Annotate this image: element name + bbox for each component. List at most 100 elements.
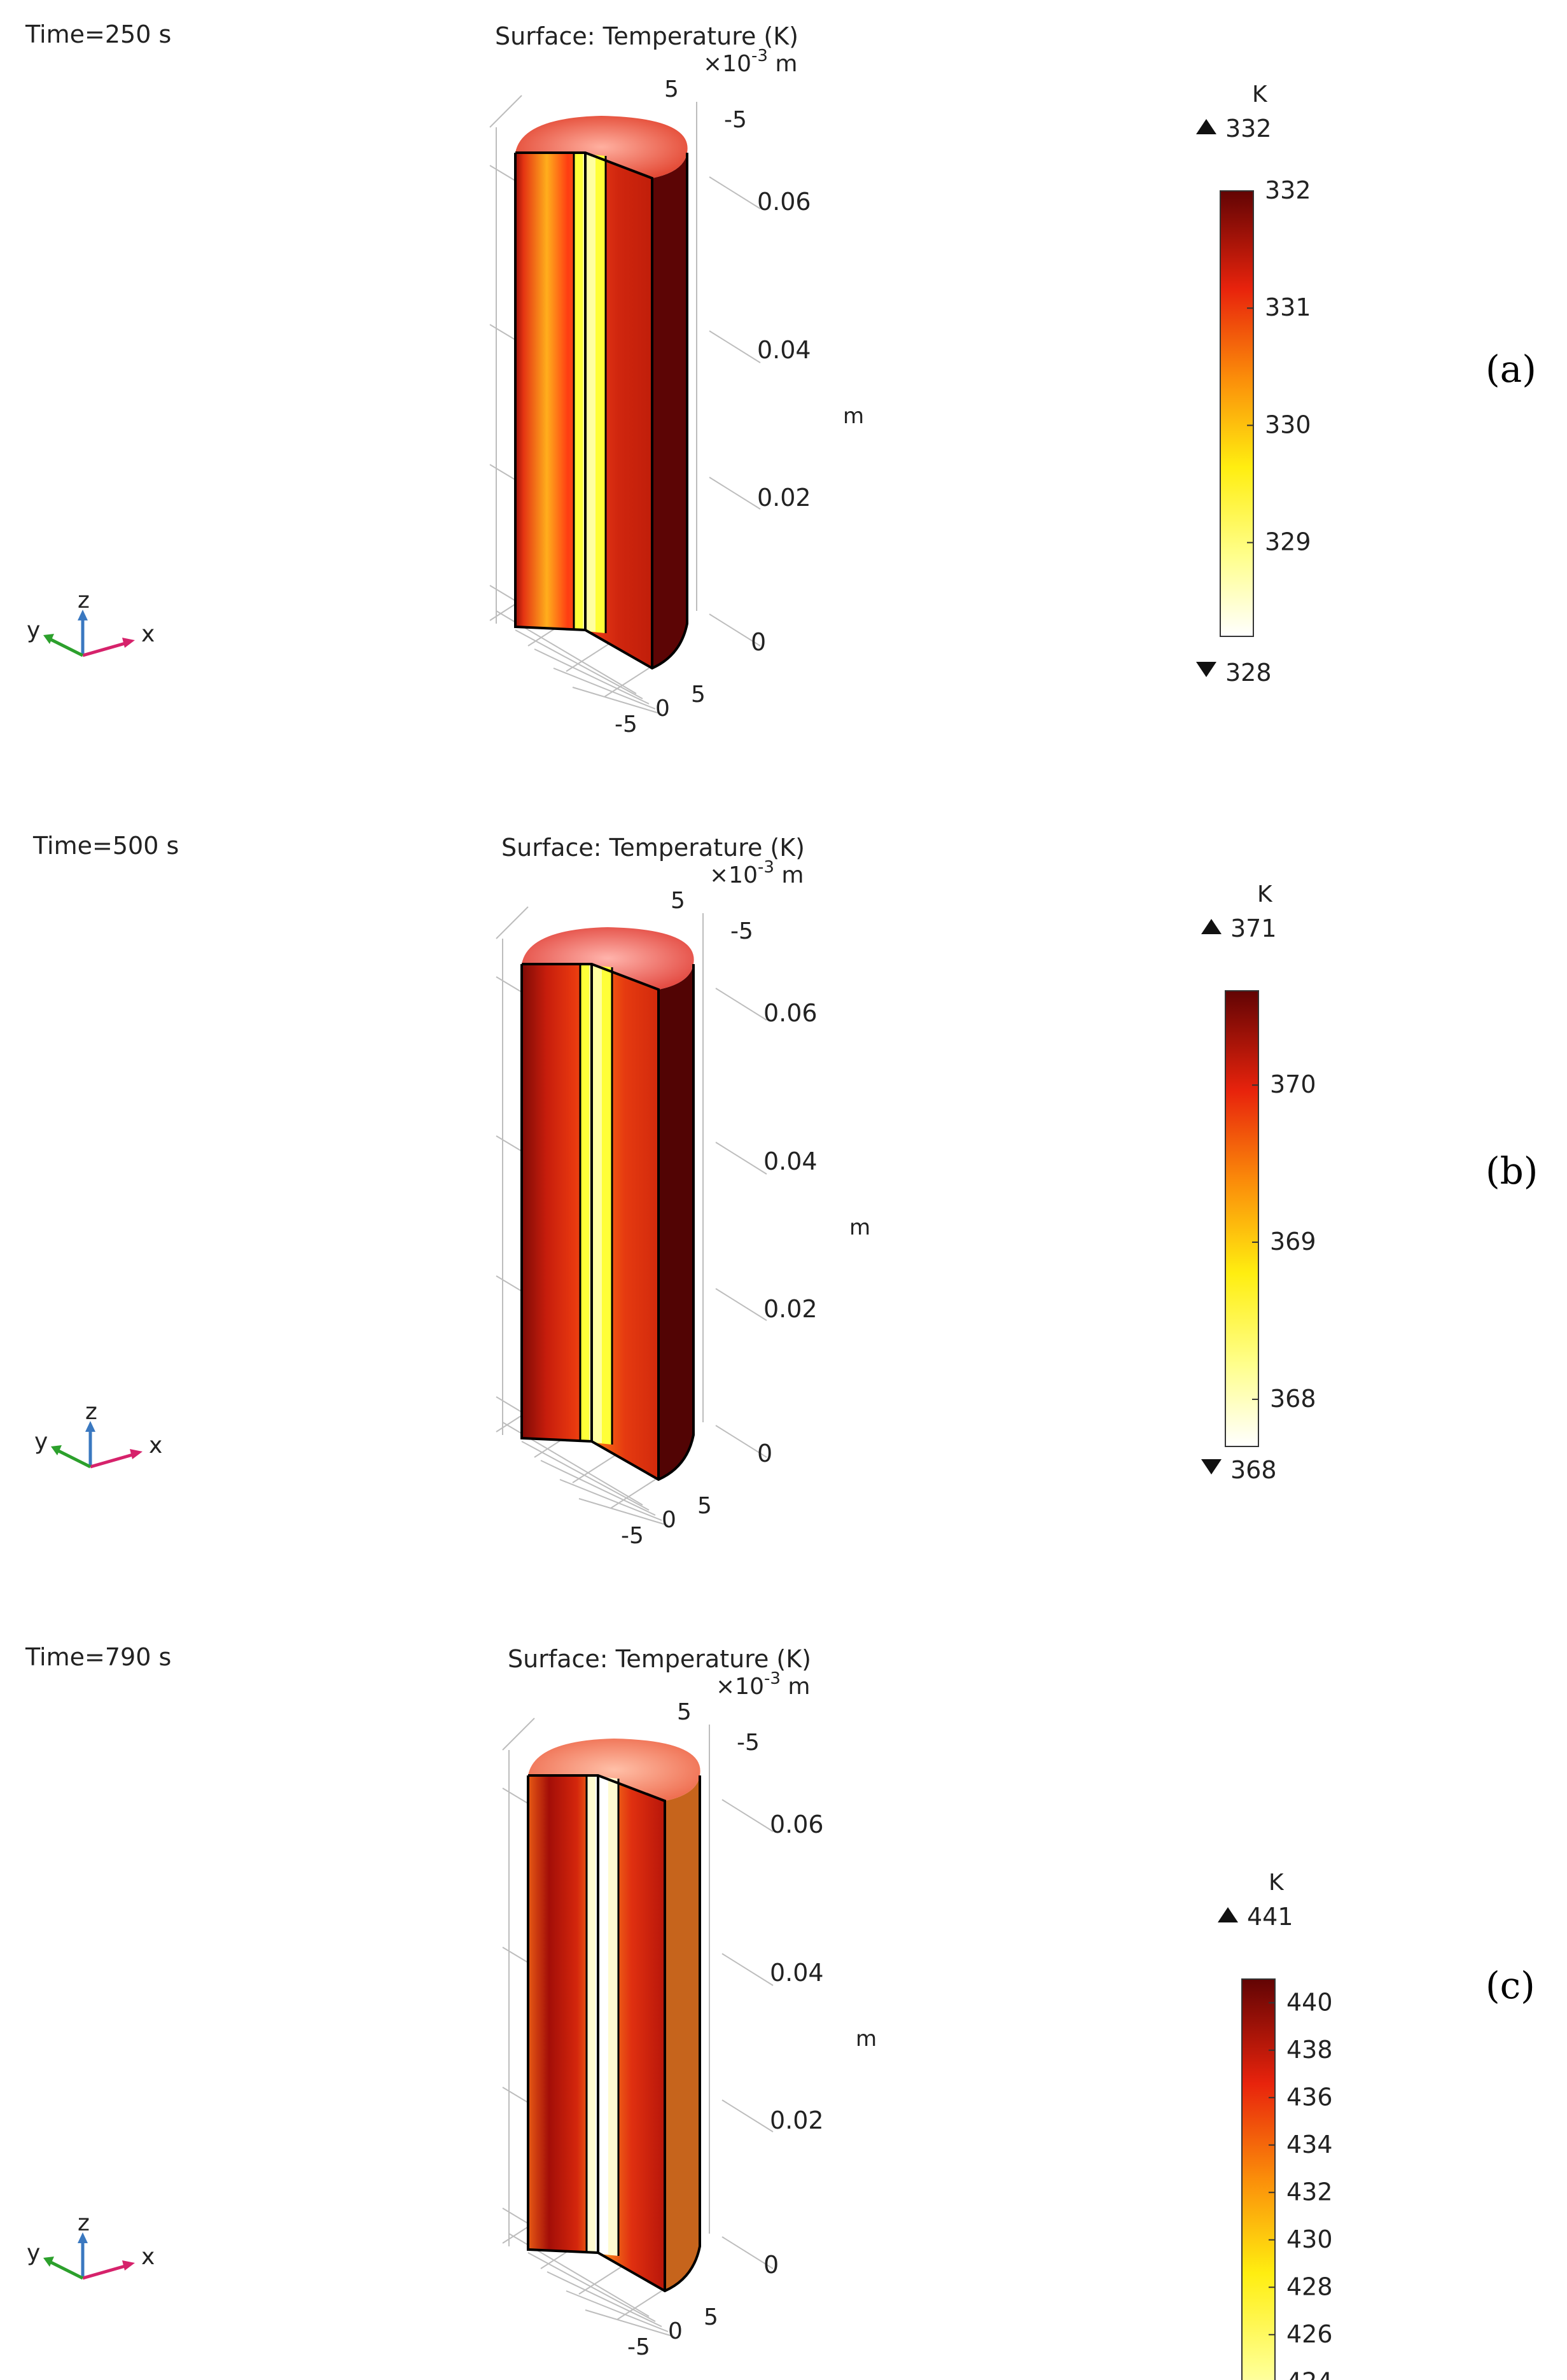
top-face (515, 116, 688, 178)
front-face (522, 964, 592, 1441)
colorbar-tick-label: 370 (1270, 1070, 1316, 1098)
colorbar-gradient (1220, 190, 1254, 637)
min-arrow-icon (1196, 662, 1216, 677)
z-tick-label: 0 (757, 1439, 772, 1467)
z-tick-label: 0 (763, 2251, 779, 2279)
bottom-tick-label: -5 (615, 711, 637, 738)
bottom-tick-label: 0 (655, 696, 670, 722)
bottom-tick-label: -5 (621, 1523, 644, 1549)
axis-scale-label: ×10-3 m (703, 46, 797, 77)
time-label: Time=790 s (25, 1643, 171, 1671)
colorbar: 422424426428430432434436438440K441421 (1218, 1870, 1333, 2380)
curved-face (658, 964, 693, 1480)
bottom-tick-label: 0 (662, 1507, 676, 1533)
colorbar-unit: K (1252, 81, 1268, 108)
z-tick-label: 0.06 (763, 999, 818, 1027)
edge-lines (520, 963, 695, 1481)
plot-title: Surface: Temperature (K) (508, 1645, 811, 1673)
colorbar-tick-label: 436 (1286, 2083, 1333, 2111)
curved-face (652, 153, 687, 668)
z-tick-label: 0.04 (757, 336, 811, 364)
colorbar-gradient (1225, 990, 1259, 1447)
colorbar-unit: K (1269, 1870, 1285, 1896)
top-tick-label: -5 (730, 918, 753, 944)
curved-face (665, 1775, 700, 2291)
z-axis-unit: m (843, 403, 864, 429)
triad-x-label: x (141, 2244, 155, 2270)
colorbar-tick-label: 331 (1265, 293, 1311, 321)
bottom-tick-label: 5 (697, 1493, 712, 1519)
colorbar-min-label: 328 (1225, 659, 1272, 687)
time-label: Time=500 s (32, 832, 179, 860)
z-tick-label: 0.02 (763, 1295, 818, 1323)
z-tick-label: 0.02 (770, 2106, 824, 2134)
orientation-triad: y z x (27, 587, 155, 657)
edge-lines (527, 1774, 701, 2293)
colorbar-tick-label: 434 (1286, 2131, 1333, 2159)
panel-b: Time=500 s Surface: Temperature (K)×10-3 … (32, 832, 1538, 1549)
axis-scale-label: ×10-3 m (716, 1669, 810, 1700)
z-tick-label: 0.06 (757, 188, 811, 216)
top-face (528, 1739, 700, 1801)
temperature-surface (520, 927, 695, 1481)
colorbar-min-label: 368 (1230, 1456, 1277, 1484)
min-arrow-icon (1201, 1459, 1222, 1474)
edge-lines (514, 151, 688, 670)
triad-x-label: x (141, 621, 155, 647)
bottom-tick-label: 5 (704, 2304, 718, 2330)
time-label: Time=250 s (25, 20, 171, 48)
bottom-tick-label: -5 (627, 2334, 650, 2360)
colorbar-tick-label: 330 (1265, 410, 1311, 438)
colorbar-tick-label: 368 (1270, 1385, 1316, 1413)
colorbar-tick-label: 428 (1286, 2272, 1333, 2300)
top-tick-label: 5 (664, 76, 679, 102)
colorbar-max-label: 371 (1230, 914, 1277, 942)
temperature-surface (527, 1739, 701, 2293)
triad-y-label: y (27, 2240, 40, 2266)
colorbar-unit: K (1257, 881, 1273, 907)
axis-scale-label: ×10-3 m (709, 858, 804, 888)
colorbar-tick-label: 332 (1265, 176, 1311, 204)
triad-x-label: x (149, 1432, 162, 1459)
panel-label: (c) (1486, 1964, 1535, 2007)
z-tick-label: 0.04 (763, 1147, 818, 1175)
panel-c: Time=790 s Surface: Temperature (K)×10-3 … (25, 1643, 1535, 2380)
colorbar-max-label: 441 (1247, 1903, 1293, 1931)
z-tick-label: 0.06 (770, 1810, 824, 1838)
z-tick-label: 0 (751, 628, 766, 656)
z-axis-unit: m (849, 1215, 870, 1240)
colorbar-tick-label: 329 (1265, 528, 1311, 556)
plot-title: Surface: Temperature (K) (495, 22, 798, 50)
triad-y-label: y (27, 617, 40, 643)
max-arrow-icon (1201, 919, 1222, 934)
colorbar-tick-label: 424 (1286, 2367, 1333, 2380)
bottom-tick-label: 5 (691, 682, 706, 708)
colorbar-gradient (1241, 1978, 1276, 2380)
z-tick-label: 0.04 (770, 1959, 824, 1987)
top-tick-label: -5 (724, 107, 747, 133)
top-tick-label: 5 (671, 888, 685, 914)
bottom-tick-label: 0 (668, 2318, 683, 2344)
colorbar-tick-label: 430 (1286, 2225, 1333, 2253)
front-face (528, 1775, 598, 2253)
orientation-triad: y z x (27, 2210, 155, 2280)
colorbar: 329 330 331 332 K 332 328 (1196, 81, 1311, 687)
panel-a: Time=250 s Surface: Temperature (K)×10-3 … (25, 20, 1536, 738)
colorbar-tick-label: 426 (1286, 2320, 1333, 2348)
colorbar-tick-label: 369 (1270, 1228, 1316, 1256)
triad-z-label: z (85, 1399, 97, 1425)
front-face (515, 153, 585, 630)
z-axis-unit: m (856, 2026, 877, 2052)
max-arrow-icon (1196, 119, 1216, 134)
plot-title: Surface: Temperature (K) (501, 834, 805, 862)
top-face (522, 927, 694, 990)
colorbar: 368 369 370 K 371 368 (1201, 881, 1316, 1484)
triad-z-label: z (78, 587, 90, 613)
panel-label: (b) (1486, 1149, 1538, 1193)
colorbar-tick-label: 432 (1286, 2178, 1333, 2206)
temperature-surface (514, 116, 688, 670)
triad-y-label: y (34, 1429, 48, 1455)
top-tick-label: -5 (737, 1730, 760, 1756)
axis-grid (502, 1718, 774, 2337)
